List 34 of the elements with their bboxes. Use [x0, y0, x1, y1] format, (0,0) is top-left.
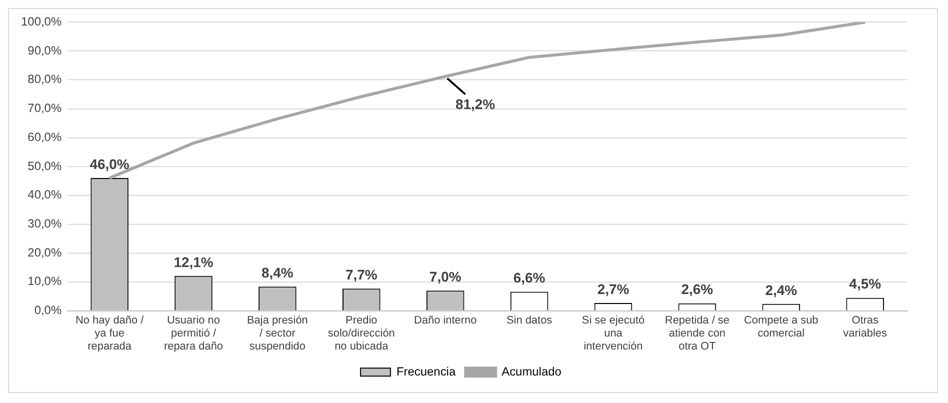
y-tick-label: 100,0% [21, 14, 62, 28]
data-label: 12,1% [174, 254, 214, 270]
x-tick-label: Daño interno [414, 314, 477, 326]
x-tick-label: Baja presión / sector suspendido [246, 314, 308, 353]
x-tick-label: Si se ejecutó una intervención [582, 314, 645, 353]
x-tick-label: Sin datos [506, 314, 553, 326]
x-tick-label: Otras variables [843, 314, 888, 340]
y-tick-label: 80,0% [28, 72, 62, 86]
annotation: 81,2% [455, 96, 496, 112]
data-label: 8,4% [262, 264, 294, 280]
y-tick-label: 60,0% [28, 130, 62, 144]
y-tick-label: 90,0% [28, 43, 62, 58]
x-tick-label: Compete a sub comercial [744, 314, 818, 340]
data-label: 2,7% [597, 280, 630, 297]
x-tick-label: Usuario no permitió / repara daño [164, 314, 224, 353]
y-tick-label: 20,0% [28, 245, 62, 260]
y-tick-label: 50,0% [28, 158, 62, 173]
data-label: 2,4% [765, 282, 798, 298]
y-tick-label: 70,0% [28, 101, 62, 116]
data-label: 4,5% [849, 276, 882, 292]
x-tick-label: No hay daño / ya fue reparada [75, 314, 145, 353]
data-label: 7,0% [429, 268, 462, 285]
x-tick-label: Repetida / se atiende con otra OT [664, 314, 730, 353]
data-label: 7,7% [345, 266, 378, 282]
data-label: 2,6% [681, 281, 714, 298]
y-tick-label: 0,0% [34, 303, 62, 318]
x-tick-label: Predio solo/dirección no ubicada [328, 314, 395, 353]
y-tick-label: 40,0% [28, 188, 62, 202]
legend-label: Frecuencia [396, 364, 456, 378]
y-tick-label: 10,0% [28, 274, 62, 288]
y-tick-label: 30,0% [28, 216, 62, 231]
data-label: 6,6% [513, 270, 546, 286]
data-label: 46,0% [90, 156, 130, 172]
legend-label: Acumulado [502, 364, 562, 378]
